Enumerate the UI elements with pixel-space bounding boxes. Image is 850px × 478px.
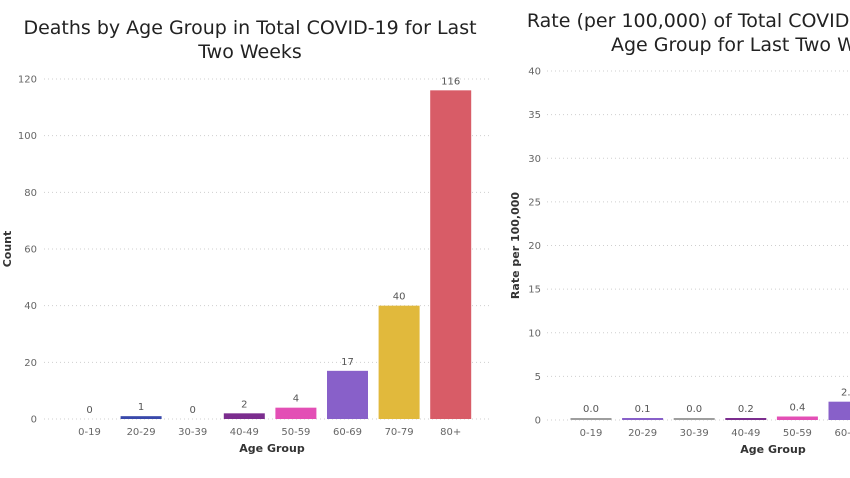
- x-tick-label: 80+: [440, 427, 461, 438]
- deaths-rate-plot: 0 5 10 15 20 25 30 35 40 0.0 0-19 0.1 20-29 0.0 30-39 0…: [509, 67, 850, 456]
- data-label: 0.0: [686, 404, 702, 415]
- y-tick-label: 120: [18, 75, 37, 86]
- data-label: 40: [393, 292, 406, 303]
- bar-40-49: [223, 413, 265, 419]
- bar-20-29: [622, 418, 664, 420]
- x-tick-label: 20-29: [628, 428, 657, 439]
- y-axis-title: Count: [1, 231, 14, 268]
- bar-60-69: [828, 401, 850, 420]
- bar-50-59: [776, 416, 818, 420]
- bar-70-79: [378, 305, 420, 419]
- bar-20-29: [120, 416, 162, 419]
- x-axis-title: Age Group: [239, 442, 305, 455]
- x-tick-label: 0-19: [580, 428, 603, 439]
- data-label: 17: [341, 357, 354, 368]
- chart-title: Rate (per 100,000) of Total COVID-19 Dea…: [526, 10, 850, 56]
- y-tick-label: 40: [24, 301, 37, 312]
- y-tick-label: 10: [528, 328, 541, 339]
- x-tick-label: 40-49: [731, 428, 760, 439]
- data-label: 2: [241, 399, 247, 410]
- y-tick-label: 100: [18, 131, 37, 142]
- bar-0-19: [570, 418, 612, 420]
- x-tick-label: 60-69: [834, 428, 850, 439]
- bar-50-59: [275, 407, 317, 419]
- y-tick-label: 0: [535, 416, 541, 427]
- y-tick-label: 15: [528, 285, 541, 296]
- chart-title: Deaths by Age Group in Total COVID-19 fo…: [23, 17, 477, 63]
- bar-30-39: [673, 418, 715, 420]
- data-label: 0.1: [635, 404, 651, 415]
- y-tick-label: 60: [24, 245, 37, 256]
- x-tick-label: 50-59: [281, 427, 310, 438]
- data-label: 0: [86, 405, 92, 416]
- x-tick-label: 0-19: [78, 427, 101, 438]
- bar-60-69: [327, 370, 368, 419]
- data-label: 1: [138, 402, 144, 413]
- y-tick-label: 35: [528, 110, 541, 121]
- y-tick-label: 80: [24, 188, 37, 199]
- y-tick-label: 20: [528, 241, 541, 252]
- data-label: 4: [293, 394, 299, 405]
- x-tick-label: 40-49: [230, 427, 259, 438]
- y-tick-label: 20: [24, 358, 37, 369]
- bar-40-49: [725, 418, 767, 420]
- x-tick-label: 30-39: [680, 428, 709, 439]
- x-tick-label: 50-59: [783, 428, 812, 439]
- y-tick-label: 40: [528, 67, 541, 78]
- x-axis-title: Age Group: [740, 443, 806, 456]
- x-tick-label: 60-69: [333, 427, 362, 438]
- x-tick-label: 30-39: [178, 427, 207, 438]
- deaths-count-plot: 0 20 40 60 80 100 120 0 0-19 1 20-29 0 30-39 2 40-49 4 5…: [1, 75, 492, 455]
- data-label: 0.0: [583, 404, 599, 415]
- deaths-rate-chart: Rate (per 100,000) of Total COVID-19 Dea…: [505, 0, 850, 478]
- y-tick-label: 25: [528, 197, 541, 208]
- y-tick-label: 30: [528, 154, 541, 165]
- data-label: 2.1: [841, 388, 850, 399]
- data-label: 0: [190, 405, 196, 416]
- data-label: 0.4: [789, 403, 805, 414]
- y-tick-label: 0: [31, 415, 37, 426]
- deaths-count-chart: Deaths by Age Group in Total COVID-19 fo…: [1, 17, 492, 455]
- x-tick-label: 70-79: [385, 427, 414, 438]
- y-tick-label: 5: [535, 372, 541, 383]
- bar-80+: [430, 90, 472, 419]
- data-label: 116: [441, 76, 460, 87]
- x-tick-label: 20-29: [127, 427, 156, 438]
- data-label: 0.2: [738, 404, 754, 415]
- y-axis-title: Rate per 100,000: [509, 192, 522, 299]
